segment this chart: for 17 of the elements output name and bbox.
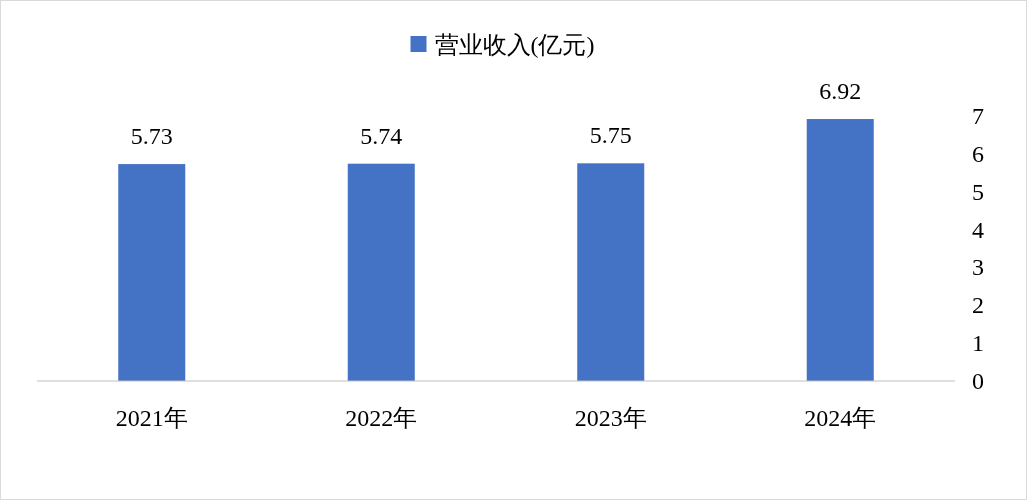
- xtick: 2024年: [804, 405, 877, 431]
- xtick: 2023年: [574, 405, 647, 431]
- data-label: 5.74: [360, 122, 403, 149]
- ytick: 5: [972, 178, 984, 205]
- data-label: 5.75: [589, 122, 632, 149]
- ytick: 7: [972, 103, 984, 129]
- ytick: 0: [972, 368, 984, 394]
- ytick: 3: [972, 254, 984, 281]
- data-label: 6.92: [819, 78, 862, 105]
- ytick: 4: [972, 216, 984, 243]
- ytick: 1: [972, 330, 984, 357]
- xtick: 2021年: [115, 405, 188, 431]
- ytick: 2: [972, 292, 984, 319]
- ytick: 6: [972, 140, 984, 167]
- xtick: 2022年: [345, 405, 418, 431]
- legend: 营业收入(亿元): [434, 32, 595, 58]
- data-label: 5.73: [130, 123, 173, 150]
